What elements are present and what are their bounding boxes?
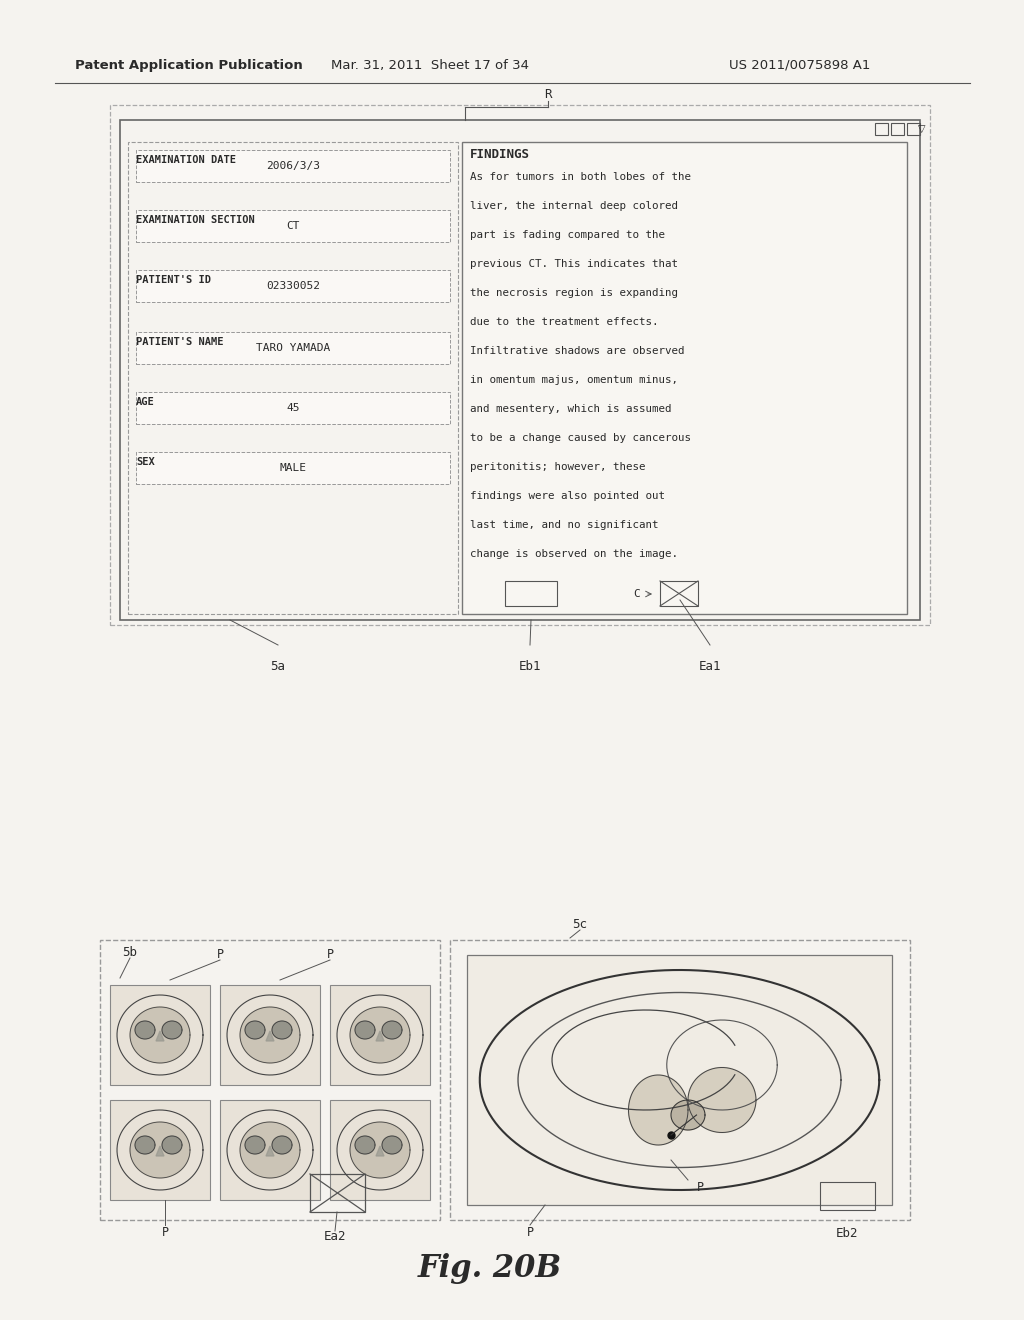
Bar <box>136 150 450 182</box>
Polygon shape <box>135 1020 155 1039</box>
Text: P: P <box>327 949 334 961</box>
Polygon shape <box>350 1122 410 1177</box>
Text: Ea1: Ea1 <box>698 660 721 673</box>
Polygon shape <box>245 1137 265 1154</box>
Bar <box>110 106 930 624</box>
Text: PATIENT'S NAME: PATIENT'S NAME <box>136 337 223 347</box>
Bar <box>467 954 892 1205</box>
Text: 2006/3/3: 2006/3/3 <box>266 161 319 172</box>
Bar <box>820 1181 874 1210</box>
Polygon shape <box>272 1137 292 1154</box>
Polygon shape <box>355 1020 375 1039</box>
Polygon shape <box>245 1020 265 1039</box>
Polygon shape <box>266 1146 274 1156</box>
Polygon shape <box>156 1031 164 1041</box>
Text: in omentum majus, omentum minus,: in omentum majus, omentum minus, <box>470 375 678 385</box>
Bar <box>330 985 430 1085</box>
Polygon shape <box>162 1020 182 1039</box>
Text: Patent Application Publication: Patent Application Publication <box>75 58 303 71</box>
Bar <box>128 143 458 614</box>
Text: EXAMINATION SECTION: EXAMINATION SECTION <box>136 215 255 224</box>
Text: change is observed on the image.: change is observed on the image. <box>470 549 678 558</box>
Text: Ea2: Ea2 <box>324 1230 346 1243</box>
Polygon shape <box>162 1137 182 1154</box>
Bar <box>136 271 450 302</box>
Polygon shape <box>688 1068 756 1133</box>
Polygon shape <box>272 1020 292 1039</box>
Bar <box>462 143 907 614</box>
Text: US 2011/0075898 A1: US 2011/0075898 A1 <box>729 58 870 71</box>
Text: 45: 45 <box>287 403 300 413</box>
Text: P: P <box>697 1181 705 1195</box>
Text: CT: CT <box>287 220 300 231</box>
Bar <box>874 123 888 135</box>
Bar <box>110 1100 210 1200</box>
Text: As for tumors in both lobes of the: As for tumors in both lobes of the <box>470 172 691 182</box>
Polygon shape <box>382 1137 402 1154</box>
Bar <box>136 210 450 242</box>
Text: AGE: AGE <box>136 397 155 407</box>
Text: previous CT. This indicates that: previous CT. This indicates that <box>470 259 678 269</box>
Text: P: P <box>216 949 223 961</box>
Text: peritonitis; however, these: peritonitis; however, these <box>470 462 645 473</box>
Bar <box>136 451 450 484</box>
Bar <box>330 1100 430 1200</box>
Polygon shape <box>629 1074 688 1144</box>
Text: 02330052: 02330052 <box>266 281 319 290</box>
Text: due to the treatment effects.: due to the treatment effects. <box>470 317 658 327</box>
Text: the necrosis region is expanding: the necrosis region is expanding <box>470 288 678 298</box>
Text: SEX: SEX <box>136 457 155 467</box>
Polygon shape <box>156 1146 164 1156</box>
Text: Eb1: Eb1 <box>519 660 542 673</box>
Text: FINDINGS: FINDINGS <box>470 149 530 161</box>
Text: C: C <box>633 589 640 599</box>
Bar <box>505 581 557 606</box>
Polygon shape <box>355 1137 375 1154</box>
Bar <box>120 120 920 620</box>
Bar <box>136 392 450 424</box>
Bar <box>907 123 920 135</box>
Polygon shape <box>376 1031 384 1041</box>
Polygon shape <box>130 1007 190 1063</box>
Polygon shape <box>240 1122 300 1177</box>
Text: liver, the internal deep colored: liver, the internal deep colored <box>470 201 678 211</box>
Bar <box>136 333 450 364</box>
Polygon shape <box>240 1007 300 1063</box>
Text: and mesentery, which is assumed: and mesentery, which is assumed <box>470 404 672 414</box>
Text: Fig. 20B: Fig. 20B <box>418 1253 562 1283</box>
Polygon shape <box>350 1007 410 1063</box>
Text: Eb2: Eb2 <box>836 1228 858 1239</box>
Polygon shape <box>376 1146 384 1156</box>
Text: P: P <box>162 1225 169 1238</box>
Text: P: P <box>526 1225 534 1238</box>
Bar <box>220 1100 319 1200</box>
Text: part is fading compared to the: part is fading compared to the <box>470 230 665 240</box>
Polygon shape <box>266 1031 274 1041</box>
Text: ▽: ▽ <box>919 124 926 135</box>
Text: TARO YAMADA: TARO YAMADA <box>256 343 330 352</box>
Text: to be a change caused by cancerous: to be a change caused by cancerous <box>470 433 691 444</box>
Text: 5a: 5a <box>270 660 286 673</box>
Text: R: R <box>544 88 552 102</box>
Bar <box>100 940 440 1220</box>
Bar <box>220 985 319 1085</box>
Text: EXAMINATION DATE: EXAMINATION DATE <box>136 154 236 165</box>
Text: findings were also pointed out: findings were also pointed out <box>470 491 665 502</box>
Text: Mar. 31, 2011  Sheet 17 of 34: Mar. 31, 2011 Sheet 17 of 34 <box>331 58 529 71</box>
Bar <box>660 581 698 606</box>
Polygon shape <box>130 1122 190 1177</box>
Text: PATIENT'S ID: PATIENT'S ID <box>136 275 211 285</box>
Text: MALE: MALE <box>280 463 306 473</box>
Polygon shape <box>671 1100 705 1130</box>
Bar <box>891 123 904 135</box>
Bar <box>310 1173 365 1212</box>
Text: Infiltrative shadows are observed: Infiltrative shadows are observed <box>470 346 684 356</box>
Bar <box>110 985 210 1085</box>
Polygon shape <box>382 1020 402 1039</box>
Text: 5b: 5b <box>123 945 137 958</box>
Bar <box>450 940 910 1220</box>
Polygon shape <box>135 1137 155 1154</box>
Text: 5c: 5c <box>572 919 588 932</box>
Text: last time, and no significant: last time, and no significant <box>470 520 658 531</box>
